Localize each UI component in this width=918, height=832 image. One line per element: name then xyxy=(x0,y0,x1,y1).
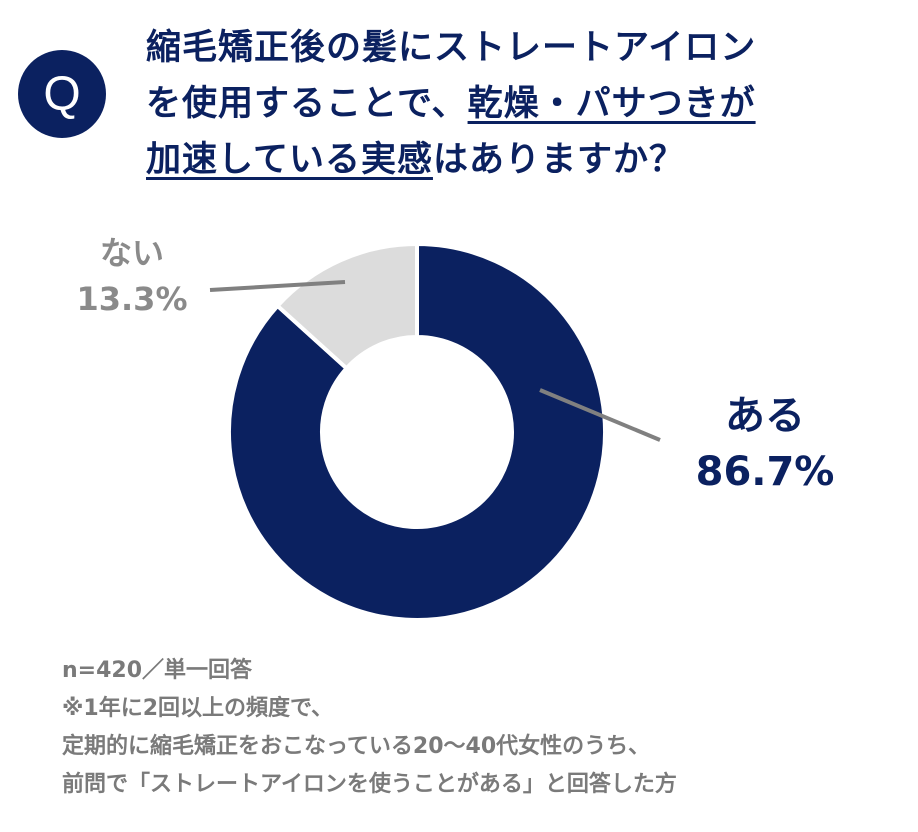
question-line-2-underlined: 乾燥・パサつきが xyxy=(467,84,756,124)
question-line-3: 加速している実感はありますか？ xyxy=(146,132,906,188)
label-aru-value: 86.7% xyxy=(695,449,835,495)
label-nai: ない 13.3% xyxy=(62,230,202,322)
question-line-2-plain: を使用することで、 xyxy=(146,84,468,124)
question-badge-letter: Q xyxy=(43,67,81,121)
label-aru: ある 86.7% xyxy=(680,388,850,500)
question-line-3-underlined: 加速している実感 xyxy=(146,140,433,180)
label-nai-value: 13.3% xyxy=(76,280,188,318)
question-line-1: 縮毛矯正後の髪にストレートアイロン xyxy=(146,28,757,68)
note-line-3: 前問で「ストレートアイロンを使うことがある」と回答した方 xyxy=(62,772,677,797)
slice-aru xyxy=(227,241,607,622)
question-badge: Q xyxy=(18,50,106,138)
note-line-2: 定期的に縮毛矯正をおこなっている20〜40代女性のうち、 xyxy=(62,734,651,759)
label-aru-name: ある xyxy=(725,393,805,439)
label-nai-name: ない xyxy=(99,234,164,272)
question-line-3-plain: はありますか？ xyxy=(432,140,685,180)
note-line-1: ※1年に2回以上の頻度で、 xyxy=(62,696,334,721)
leader-line-nai xyxy=(209,280,346,292)
question-line-2: を使用することで、乾燥・パサつきが xyxy=(146,76,906,132)
footnotes: n=420／単一回答 ※1年に2回以上の頻度で、 定期的に縮毛矯正をおこなってい… xyxy=(62,652,677,804)
question-title: 縮毛矯正後の髪にストレートアイロン を使用することで、乾燥・パサつきが 加速して… xyxy=(146,20,906,188)
slice-nai xyxy=(274,241,419,372)
leader-line-aru xyxy=(539,388,661,442)
note-sample-size: n=420／単一回答 xyxy=(62,658,253,683)
